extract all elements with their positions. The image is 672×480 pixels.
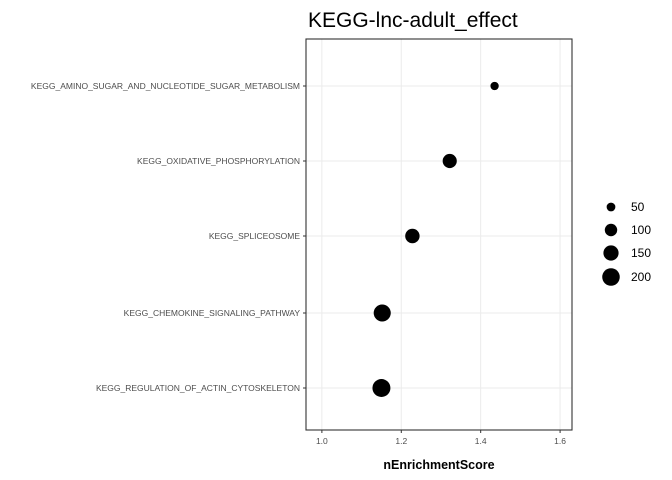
x-tick-label: 1.6 — [554, 436, 566, 446]
legend-label: 50 — [631, 200, 645, 214]
legend-label: 150 — [631, 246, 651, 260]
chart-title: KEGG-lnc-adult_effect — [308, 9, 518, 32]
x-tick-label: 1.2 — [395, 436, 407, 446]
category-label: KEGG_OXIDATIVE_PHOSPHORYLATION — [137, 156, 300, 166]
plot-panel — [305, 38, 573, 431]
x-tick-label: 1.0 — [316, 436, 328, 446]
legend-key — [604, 223, 618, 237]
legend-label: 100 — [631, 223, 651, 237]
category-label: KEGG_CHEMOKINE_SIGNALING_PATHWAY — [124, 308, 301, 318]
data-point — [490, 81, 499, 91]
category-label: KEGG_AMINO_SUGAR_AND_NUCLEOTIDE_SUGAR_ME… — [31, 81, 300, 91]
grid — [306, 39, 572, 430]
legend-key — [602, 268, 620, 286]
legend-key — [606, 202, 616, 212]
category-label: KEGG_SPLICEOSOME — [209, 231, 300, 241]
legend-label: 200 — [631, 270, 651, 284]
data-points — [372, 81, 499, 397]
data-point — [373, 304, 391, 322]
size-legend: 50 100 150 200 — [602, 200, 651, 286]
data-point — [405, 228, 420, 244]
x-tick-label: 1.4 — [475, 436, 487, 446]
data-point — [442, 153, 457, 169]
y-axis: KEGG_AMINO_SUGAR_AND_NUCLEOTIDE_SUGAR_ME… — [31, 81, 306, 393]
legend-key — [603, 245, 619, 261]
category-label: KEGG_REGULATION_OF_ACTIN_CYTOSKELETON — [96, 383, 300, 393]
data-point — [372, 379, 391, 397]
x-axis-title: nEnrichmentScore — [383, 458, 494, 472]
x-axis: 1.0 1.2 1.4 1.6 — [316, 430, 566, 446]
